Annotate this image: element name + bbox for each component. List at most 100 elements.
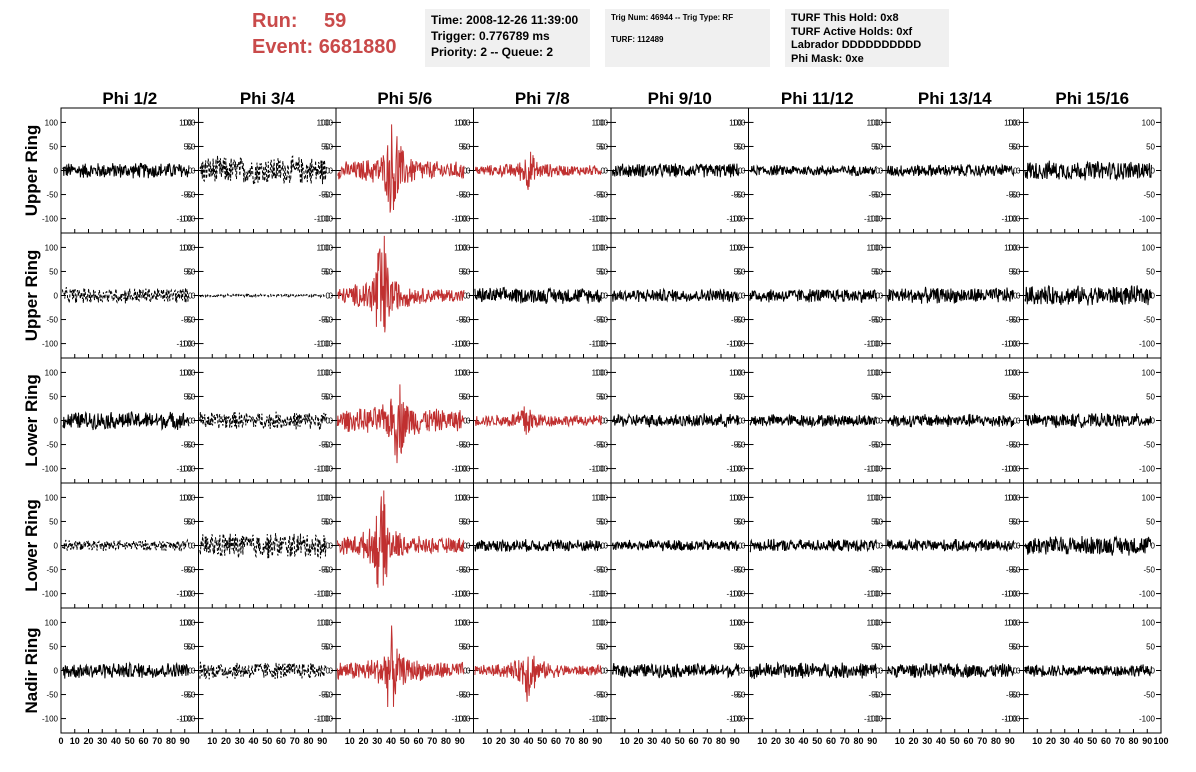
y-tick-label: -50	[871, 441, 883, 450]
x-tick-label: 70	[290, 736, 300, 746]
y-tick-label: 50	[1146, 267, 1155, 276]
y-tick-label: -50	[868, 191, 880, 200]
x-tick-label: 80	[441, 736, 451, 746]
waveform-trace	[611, 412, 740, 429]
y-tick-label: -50	[46, 191, 58, 200]
y-tick-label: -50	[871, 316, 883, 325]
y-tick-label: -50	[596, 691, 608, 700]
column-header: Phi 9/10	[648, 89, 712, 108]
y-tick-label: 50	[459, 392, 468, 401]
y-tick-label: 50	[459, 267, 468, 276]
x-tick-label: 60	[413, 736, 423, 746]
y-tick-label: -50	[734, 566, 746, 575]
y-tick-label: 50	[462, 267, 471, 276]
waveform-trace	[749, 288, 877, 303]
y-tick-label: -50	[1009, 316, 1021, 325]
y-tick-label: 100	[182, 368, 196, 377]
x-tick-label: 50	[1087, 736, 1097, 746]
y-tick-label: 100	[595, 368, 609, 377]
waveform-trace	[611, 662, 740, 679]
y-tick-label: 0	[1151, 667, 1156, 676]
y-tick-label: 100	[595, 243, 609, 252]
waveform-trace	[199, 411, 327, 430]
y-tick-label: -100	[864, 215, 881, 224]
y-tick-label: -100	[867, 590, 884, 599]
y-tick-label: 100	[729, 368, 743, 377]
x-tick-label: 40	[523, 736, 533, 746]
waveform-trace	[886, 286, 1015, 304]
y-tick-label: 50	[49, 517, 58, 526]
y-tick-label: 50	[187, 642, 196, 651]
x-tick-label: 60	[276, 736, 286, 746]
y-tick-label: 50	[599, 642, 608, 651]
x-tick-label: 10	[895, 736, 905, 746]
y-tick-label: 0	[329, 167, 334, 176]
y-tick-label: 100	[1007, 493, 1021, 502]
y-tick-label: 50	[596, 267, 605, 276]
waveform-trace	[1024, 284, 1152, 306]
column-header: Phi 13/14	[918, 89, 992, 108]
waveform-trace	[199, 155, 327, 185]
x-tick-label: 60	[826, 736, 836, 746]
waveform-trace	[886, 538, 1015, 553]
y-tick-label: 50	[459, 642, 468, 651]
y-tick-label: 0	[741, 292, 746, 301]
y-tick-label: -50	[868, 566, 880, 575]
y-tick-label: 50	[324, 517, 333, 526]
y-tick-label: -100	[454, 590, 471, 599]
trig-info-box: Trig Num: 46944 -- Trig Type: RF TURF: 1…	[605, 9, 770, 67]
y-tick-label: -100	[726, 340, 743, 349]
y-tick-label: 100	[870, 493, 884, 502]
y-tick-label: 0	[326, 417, 331, 426]
y-tick-label: -100	[864, 340, 881, 349]
y-tick-label: -100	[729, 715, 746, 724]
y-tick-label: -100	[314, 215, 331, 224]
y-tick-label: 0	[188, 417, 193, 426]
x-tick-label: 50	[262, 736, 272, 746]
y-tick-label: 50	[734, 392, 743, 401]
y-tick-label: -100	[176, 715, 193, 724]
y-tick-label: -100	[42, 215, 59, 224]
y-tick-label: 50	[324, 642, 333, 651]
y-tick-label: -50	[593, 566, 605, 575]
y-tick-label: 0	[879, 542, 884, 551]
y-tick-label: 100	[45, 493, 59, 502]
waveform-trace	[474, 406, 602, 435]
run-value: 59	[324, 10, 347, 32]
x-tick-label: 30	[647, 736, 657, 746]
column-header: Phi 3/4	[240, 89, 295, 108]
y-tick-label: 100	[457, 493, 471, 502]
y-tick-label: 100	[1142, 243, 1156, 252]
y-tick-label: 50	[1009, 142, 1018, 151]
y-tick-label: 100	[454, 243, 468, 252]
y-tick-label: -100	[317, 590, 334, 599]
y-tick-label: -50	[321, 566, 333, 575]
y-tick-label: -50	[46, 691, 58, 700]
run-label: Run:	[252, 10, 298, 32]
y-tick-label: -100	[864, 465, 881, 474]
y-tick-label: 100	[729, 618, 743, 627]
y-tick-label: 0	[1016, 167, 1021, 176]
y-tick-label: -100	[317, 465, 334, 474]
waveform-trace	[337, 235, 465, 333]
y-tick-label: 0	[738, 167, 743, 176]
y-tick-label: 100	[867, 618, 881, 627]
waveform-trace	[61, 538, 190, 552]
y-tick-label: 0	[326, 167, 331, 176]
y-tick-label: -50	[731, 691, 743, 700]
y-tick-label: -50	[1143, 566, 1155, 575]
x-tick-label: 40	[936, 736, 946, 746]
x-tick-label: 80	[716, 736, 726, 746]
y-tick-label: -100	[179, 715, 196, 724]
x-tick-label: 80	[991, 736, 1001, 746]
y-tick-label: 0	[463, 542, 468, 551]
y-tick-label: -100	[317, 215, 334, 224]
y-tick-label: -50	[1009, 691, 1021, 700]
waveform-trace	[474, 151, 602, 190]
y-tick-label: -50	[734, 316, 746, 325]
y-tick-label: -50	[1143, 191, 1155, 200]
y-tick-label: -100	[176, 340, 193, 349]
y-tick-label: -50	[1143, 441, 1155, 450]
y-tick-label: 50	[1012, 267, 1021, 276]
x-tick-label: 70	[702, 736, 712, 746]
